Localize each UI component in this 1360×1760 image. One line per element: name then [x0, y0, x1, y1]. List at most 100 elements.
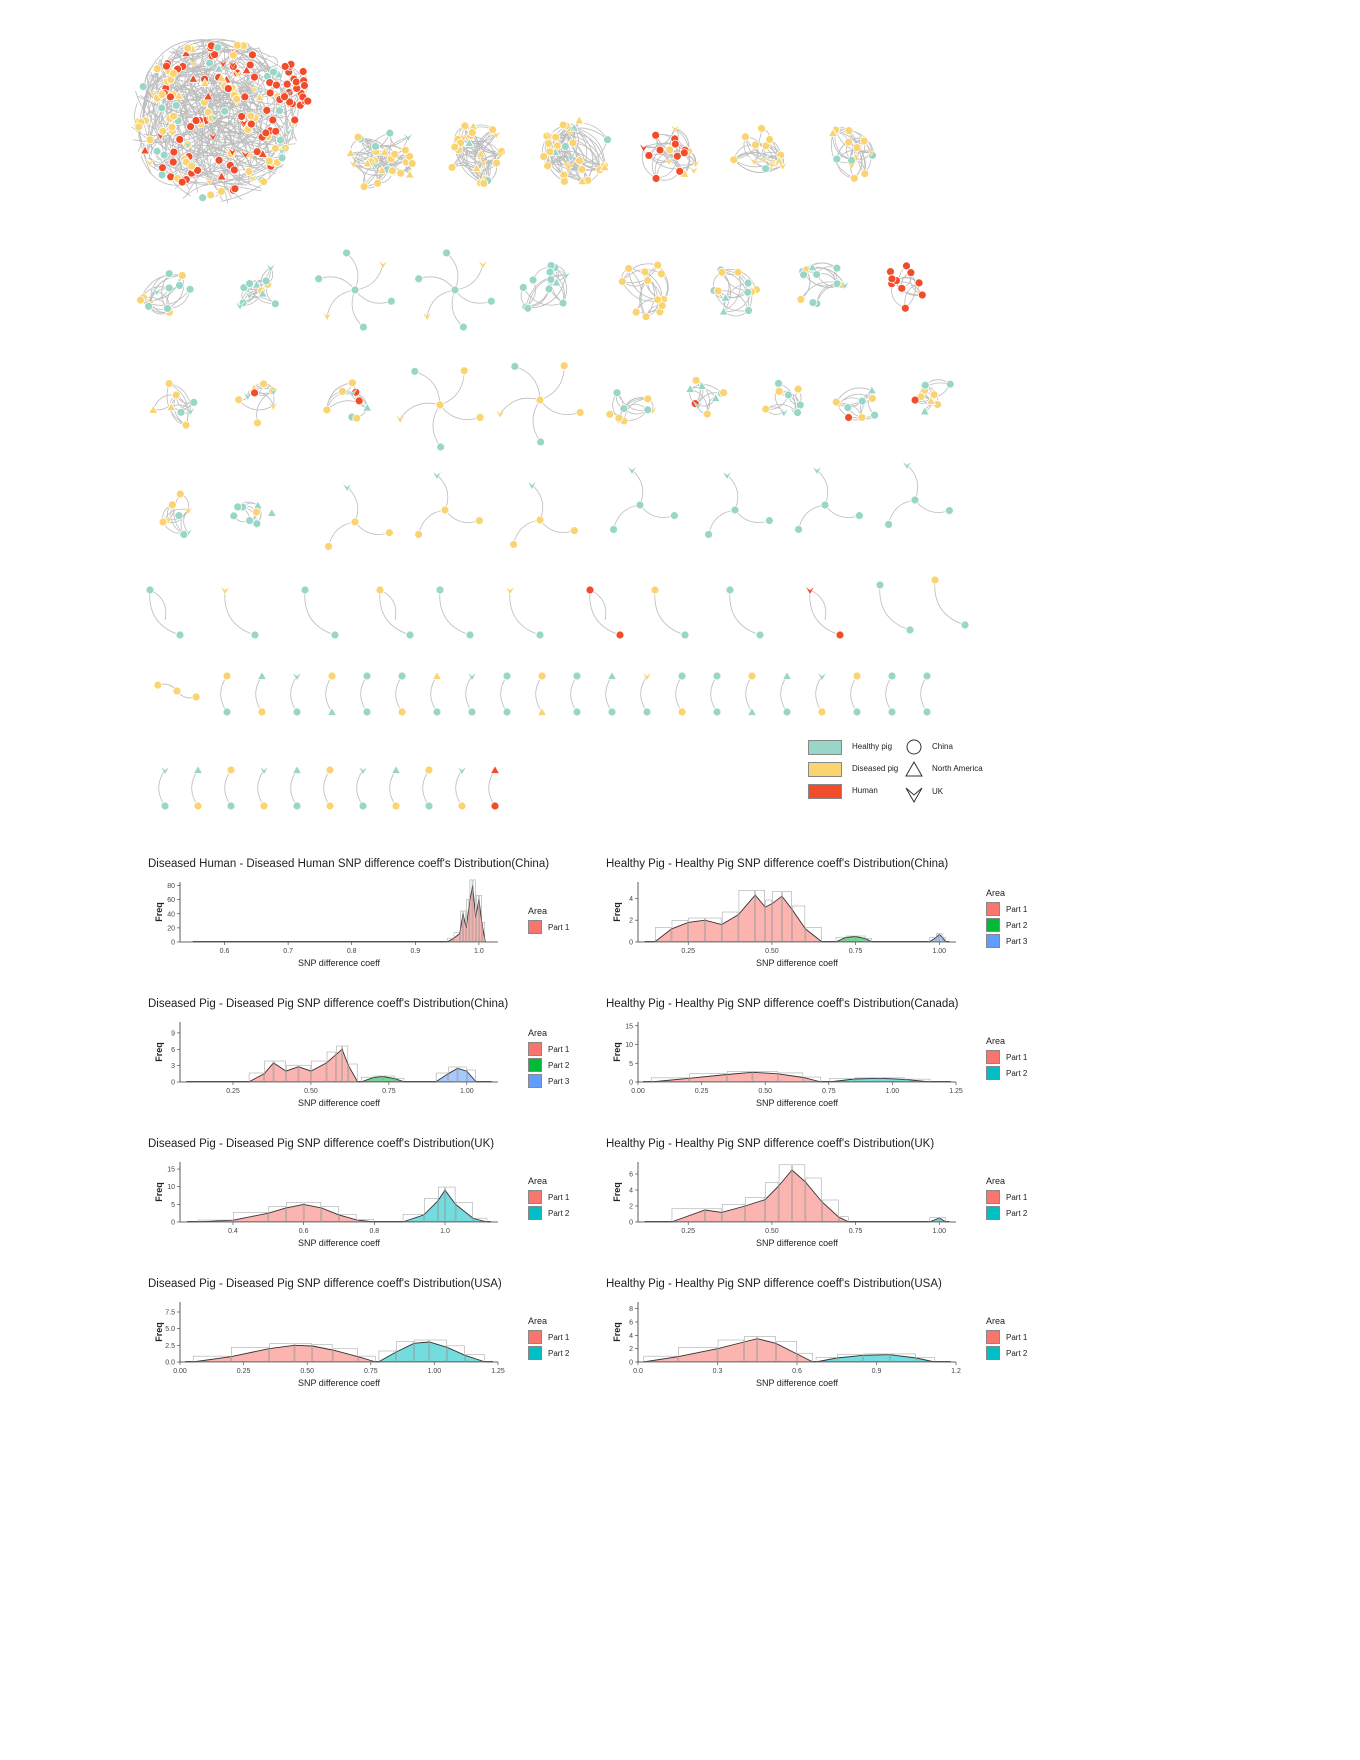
- network-edge: [726, 474, 739, 511]
- x-axis-title: SNP difference coeff: [298, 1098, 381, 1108]
- network-node: [188, 73, 199, 83]
- network-node: [651, 174, 661, 183]
- network-edge: [436, 474, 449, 511]
- area-legend-swatch: [528, 1042, 542, 1056]
- network-node: [183, 506, 193, 515]
- network-node: [857, 396, 867, 406]
- histogram-bar: [865, 938, 873, 943]
- network-node: [191, 116, 201, 125]
- network-node: [158, 126, 168, 136]
- network-node: [226, 801, 236, 811]
- area-legend-label: Part 3: [548, 1076, 570, 1086]
- network-node: [164, 269, 174, 279]
- network-node: [220, 106, 230, 116]
- network-node: [388, 166, 397, 176]
- network-node: [181, 420, 191, 430]
- network-edge: [628, 268, 642, 313]
- area-legend-item: Part 2: [986, 1345, 1027, 1361]
- network-node: [350, 517, 360, 527]
- area-legend-item: Part 1: [986, 1049, 1027, 1065]
- network-node: [664, 157, 674, 166]
- network-node: [459, 366, 469, 376]
- network-node: [867, 394, 877, 403]
- histogram-bar: [643, 1355, 678, 1363]
- y-tick-label: 4: [629, 1188, 633, 1195]
- network-node: [777, 161, 788, 171]
- network-node: [148, 404, 159, 414]
- network-node: [177, 177, 187, 187]
- legend-swatch-healthy-pig: [808, 740, 842, 755]
- histogram-bar: [890, 1353, 916, 1363]
- network-node: [353, 132, 363, 142]
- histogram-bar: [654, 927, 672, 943]
- network-node: [766, 160, 777, 169]
- network-edge: [163, 157, 231, 177]
- network-node: [719, 388, 729, 398]
- network-node: [812, 270, 822, 279]
- area-legend-item: Part 3: [528, 1073, 569, 1089]
- network-node: [887, 671, 897, 681]
- histogram-bar: [447, 937, 454, 943]
- histogram-bar: [671, 920, 688, 943]
- network-node: [712, 707, 722, 717]
- histogram-bar: [721, 911, 739, 943]
- network-node: [435, 400, 445, 410]
- network-edge: [318, 276, 356, 291]
- area-legend-item: Part 1: [986, 1189, 1027, 1205]
- network-node: [886, 267, 895, 277]
- network-node: [543, 161, 553, 171]
- network-node: [831, 397, 841, 407]
- x-tick-label: 0.50: [304, 1088, 318, 1095]
- x-tick-label: 1.00: [932, 1228, 946, 1235]
- network-node: [245, 516, 255, 526]
- x-axis-title: SNP difference coeff: [298, 958, 381, 968]
- network-edge: [879, 584, 911, 631]
- distribution-panel: Healthy Pig - Healthy Pig SNP difference…: [606, 858, 1076, 988]
- network-node: [793, 384, 803, 394]
- y-axis-title: Freq: [612, 1322, 622, 1342]
- network-edge: [906, 464, 919, 501]
- network-node: [743, 287, 753, 297]
- network-node: [599, 161, 610, 172]
- network-node: [291, 77, 301, 87]
- network-node: [677, 671, 687, 681]
- histogram-bar: [286, 1202, 304, 1223]
- network-node: [566, 153, 576, 162]
- network-node: [467, 707, 477, 717]
- network-edge: [131, 126, 142, 152]
- area-legend: Area Part 1 Part 2: [528, 1176, 569, 1221]
- network-edge: [290, 769, 298, 807]
- area-legend: Area Part 1 Part 2 Part 3: [528, 1028, 569, 1089]
- network-node: [327, 671, 337, 681]
- network-node: [852, 671, 862, 681]
- network-edge: [613, 504, 641, 530]
- network-node: [897, 283, 907, 293]
- histogram-bar: [248, 1072, 264, 1083]
- network-node: [671, 139, 680, 149]
- histogram-bar: [303, 1202, 322, 1223]
- density-area-part-3: [435, 1068, 477, 1082]
- network-node: [612, 388, 622, 398]
- network-node: [653, 295, 663, 305]
- network-node: [495, 409, 505, 419]
- network-node: [175, 281, 184, 290]
- network-edge: [205, 117, 226, 178]
- network-node: [643, 394, 653, 404]
- network-node: [230, 184, 240, 194]
- network-edge: [439, 404, 481, 420]
- network-node: [165, 401, 177, 412]
- network-node: [906, 268, 916, 278]
- network-node: [245, 60, 255, 70]
- network-edge: [474, 129, 493, 184]
- network-edge: [745, 675, 753, 713]
- network-edge: [144, 53, 209, 114]
- network-node: [702, 409, 712, 419]
- y-axis-title: Freq: [154, 1182, 164, 1202]
- network-node: [183, 43, 193, 53]
- network-node: [812, 466, 822, 475]
- network-edge: [454, 264, 484, 291]
- network-node: [152, 146, 162, 156]
- histogram-bar: [455, 1202, 474, 1223]
- network-edge: [182, 184, 243, 201]
- circle-icon: [906, 739, 922, 755]
